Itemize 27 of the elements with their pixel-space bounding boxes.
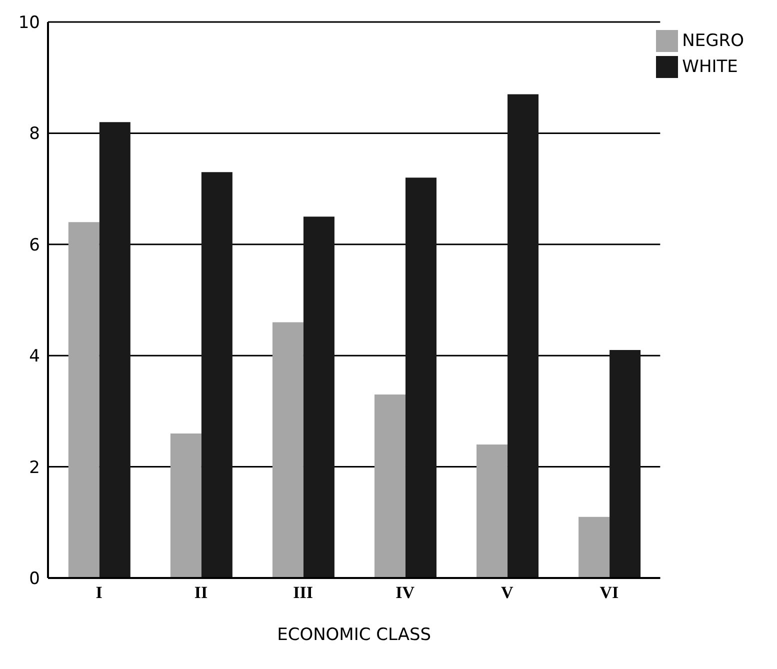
- x-tick-label: VI: [600, 583, 619, 602]
- x-tick-label: IV: [396, 583, 416, 602]
- y-tick-label: 10: [18, 13, 40, 34]
- bar: [476, 444, 508, 578]
- bar: [170, 433, 202, 578]
- x-tick-label: III: [293, 583, 314, 602]
- bar: [578, 516, 610, 578]
- y-tick-label: 2: [29, 458, 40, 478]
- bar: [610, 350, 641, 578]
- x-tick-label: II: [194, 583, 208, 602]
- bar: [303, 216, 334, 578]
- y-tick-label: 6: [29, 235, 40, 256]
- y-tick-label: 8: [29, 124, 40, 144]
- bar: [99, 122, 130, 578]
- bar: [201, 172, 232, 578]
- y-tick-label: 0: [29, 569, 40, 590]
- legend-label: NEGRO: [682, 31, 744, 51]
- bar: [508, 94, 539, 578]
- bar: [374, 394, 406, 578]
- x-tick-label: I: [96, 583, 103, 602]
- x-axis-title: ECONOMIC CLASS: [277, 625, 432, 645]
- bar: [272, 322, 304, 578]
- x-tick-label: V: [500, 583, 514, 602]
- y-tick-label: 4: [29, 346, 40, 367]
- bar: [405, 178, 436, 578]
- legend-label: WHITE: [682, 57, 738, 77]
- bar: [68, 222, 100, 578]
